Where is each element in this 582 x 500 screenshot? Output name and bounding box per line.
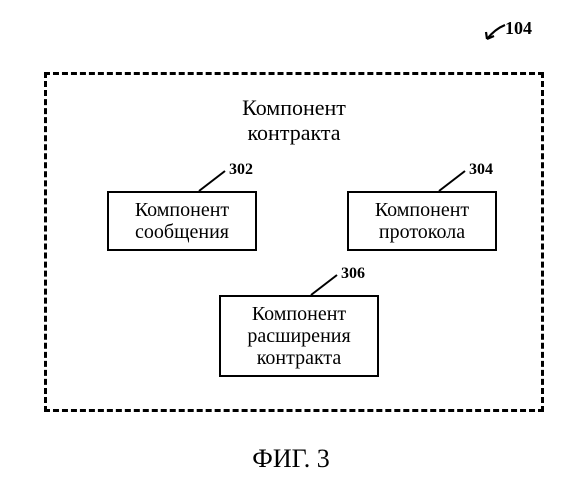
container-title-line2: контракта [247, 120, 340, 145]
protocol-box-line2: протокола [379, 221, 465, 243]
message-component-box: Компонент сообщения [107, 191, 257, 251]
container-title: Компонент контракта [47, 95, 541, 146]
figure-caption: ФИГ. 3 [0, 444, 582, 474]
callout-304: 304 [437, 165, 467, 193]
extension-box-line1: Компонент [252, 303, 346, 325]
protocol-component-box: Компонент протокола [347, 191, 497, 251]
protocol-box-line1: Компонент [375, 199, 469, 221]
container-title-line1: Компонент [242, 95, 346, 120]
callout-304-label: 304 [469, 161, 493, 179]
callout-306-label: 306 [341, 265, 365, 283]
contract-component-container: Компонент контракта 302 304 306 Компо [44, 72, 544, 412]
extension-box-line2: расширения [247, 325, 350, 347]
extension-box-line3: контракта [257, 347, 342, 369]
diagram-canvas: 104 Компонент контракта 302 304 306 [0, 0, 582, 500]
callout-line-icon [437, 165, 467, 193]
callout-line-icon [309, 269, 339, 297]
extension-component-box: Компонент расширения контракта [219, 295, 379, 377]
arrow-icon [483, 23, 507, 43]
callout-302-label: 302 [229, 161, 253, 179]
callout-306: 306 [309, 269, 339, 297]
message-box-line1: Компонент [135, 199, 229, 221]
container-reference: 104 [505, 18, 532, 39]
callout-302: 302 [197, 165, 227, 193]
container-reference-label: 104 [505, 18, 532, 38]
callout-line-icon [197, 165, 227, 193]
message-box-line2: сообщения [135, 221, 229, 243]
